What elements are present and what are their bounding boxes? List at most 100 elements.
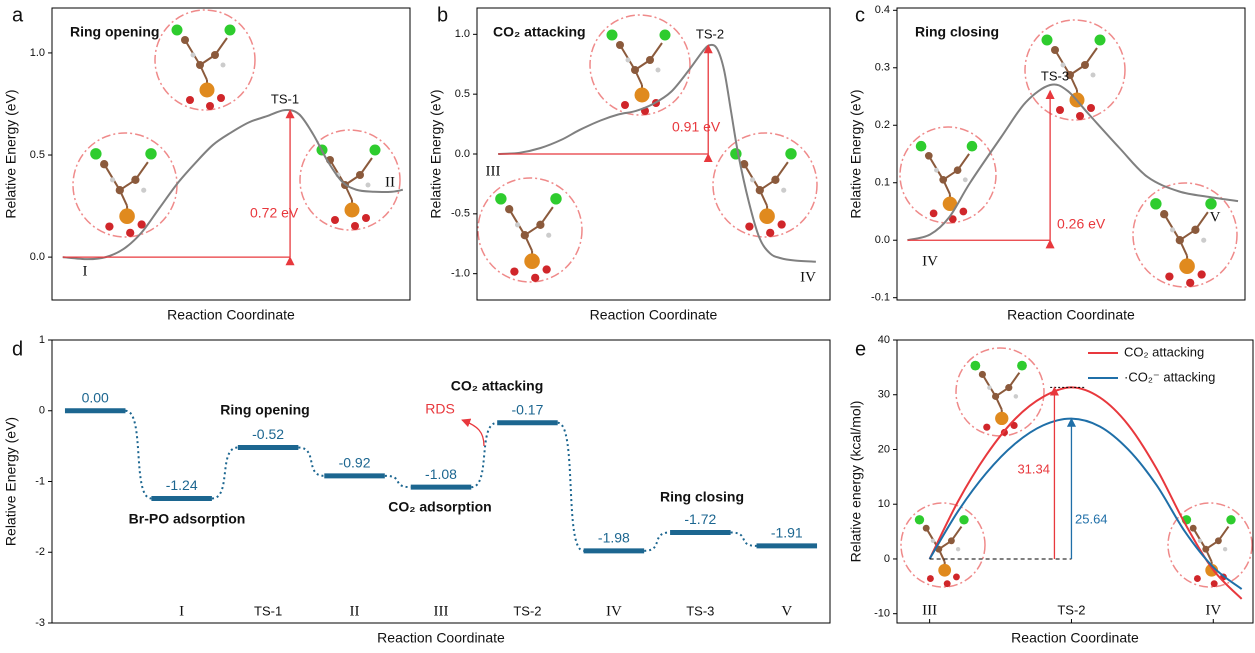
atom	[943, 580, 951, 588]
atom	[505, 205, 514, 214]
rds-label: RDS	[425, 401, 455, 417]
atom	[740, 160, 749, 169]
atom	[126, 228, 135, 237]
value-label: -1.91	[771, 525, 803, 541]
molecule-circle	[1024, 19, 1126, 121]
curve	[928, 417, 1243, 590]
atom	[119, 208, 135, 224]
atom	[953, 573, 960, 581]
y-tick-label: -1	[35, 475, 45, 487]
y-tick-label: 1.0	[30, 47, 45, 59]
y-tick-label: 20	[878, 443, 890, 455]
atom	[1191, 225, 1200, 234]
plot-frame	[896, 339, 1254, 624]
atom	[983, 423, 991, 431]
molecule	[154, 9, 256, 111]
atom	[344, 202, 360, 218]
connector	[557, 421, 585, 552]
atom	[606, 29, 618, 41]
y-tick-label: -3	[35, 617, 45, 629]
atom	[966, 140, 978, 152]
atom	[1202, 545, 1210, 553]
atom	[524, 253, 540, 269]
panel-letter: a	[12, 4, 24, 26]
y-tick-label: 30	[878, 389, 890, 401]
atom	[1087, 104, 1095, 112]
atom	[1189, 524, 1197, 532]
molecule	[72, 132, 178, 238]
atom	[220, 62, 226, 68]
atom	[109, 177, 116, 183]
y-tick-label: 10	[878, 498, 890, 510]
atom	[1076, 112, 1084, 120]
curve	[62, 109, 404, 261]
value-label: 0.00	[82, 389, 109, 405]
x-axis-label: Reaction Coordinate	[377, 630, 505, 646]
atom	[616, 41, 624, 49]
atom	[510, 267, 519, 276]
atom	[759, 208, 775, 224]
y-tick-label: -1.0	[451, 268, 470, 280]
y-tick-label: -2	[35, 546, 45, 558]
atom	[938, 563, 952, 577]
atom	[100, 160, 109, 169]
value-label: -1.98	[598, 530, 630, 546]
molecule	[1132, 182, 1238, 288]
atom	[1193, 575, 1201, 583]
atom	[206, 102, 214, 110]
stage-label: Ring closing	[660, 489, 744, 505]
atom	[1005, 384, 1013, 392]
atom	[934, 167, 939, 173]
y-axis-label: Relative Energy (eV)	[3, 417, 19, 546]
atom	[1197, 270, 1206, 279]
bond	[927, 155, 945, 181]
atom	[196, 61, 204, 69]
x-tick-label: TS-2	[1057, 602, 1085, 617]
x-tick-label: V	[781, 603, 792, 619]
y-tick-label: 0.5	[30, 149, 45, 161]
curve	[928, 386, 1243, 600]
y-tick-label: 0.4	[875, 4, 890, 16]
connector	[730, 531, 757, 547]
atom	[995, 411, 1009, 426]
molecule	[955, 347, 1045, 437]
stage-label: Ring opening	[220, 402, 309, 418]
atom	[1186, 278, 1195, 287]
atom	[942, 196, 958, 212]
atom	[145, 148, 157, 160]
atom	[542, 265, 551, 274]
atom	[777, 220, 786, 229]
plot-frame	[896, 7, 1246, 301]
atom	[1160, 210, 1169, 219]
atom	[625, 57, 631, 63]
atom	[926, 575, 934, 583]
atom	[1060, 62, 1066, 68]
atom	[929, 209, 938, 218]
atom	[766, 228, 775, 237]
atom	[351, 222, 359, 230]
x-axis-label: Reaction Coordinate	[590, 307, 718, 323]
atom	[659, 29, 671, 41]
molecule	[589, 14, 691, 116]
value-label: -0.17	[511, 401, 543, 417]
panel-letter: b	[437, 4, 448, 26]
atom	[785, 148, 797, 160]
connector	[471, 421, 498, 489]
x-tick-label: I	[179, 603, 184, 619]
barrier-label: 0.72 eV	[250, 205, 299, 221]
atom	[749, 177, 756, 183]
atom	[1094, 34, 1106, 46]
atom	[1175, 236, 1184, 245]
y-tick-label: -0.1	[871, 292, 890, 304]
y-tick-label: 0.3	[875, 62, 890, 74]
y-axis-label: Relative Energy (eV)	[848, 89, 864, 218]
atom	[948, 215, 957, 224]
bond	[1054, 49, 1071, 76]
atom	[959, 207, 968, 216]
atom	[992, 392, 1000, 400]
atom	[1056, 106, 1064, 114]
atom	[369, 144, 381, 156]
atom	[224, 24, 236, 36]
atom	[105, 222, 114, 231]
atom	[646, 56, 654, 64]
